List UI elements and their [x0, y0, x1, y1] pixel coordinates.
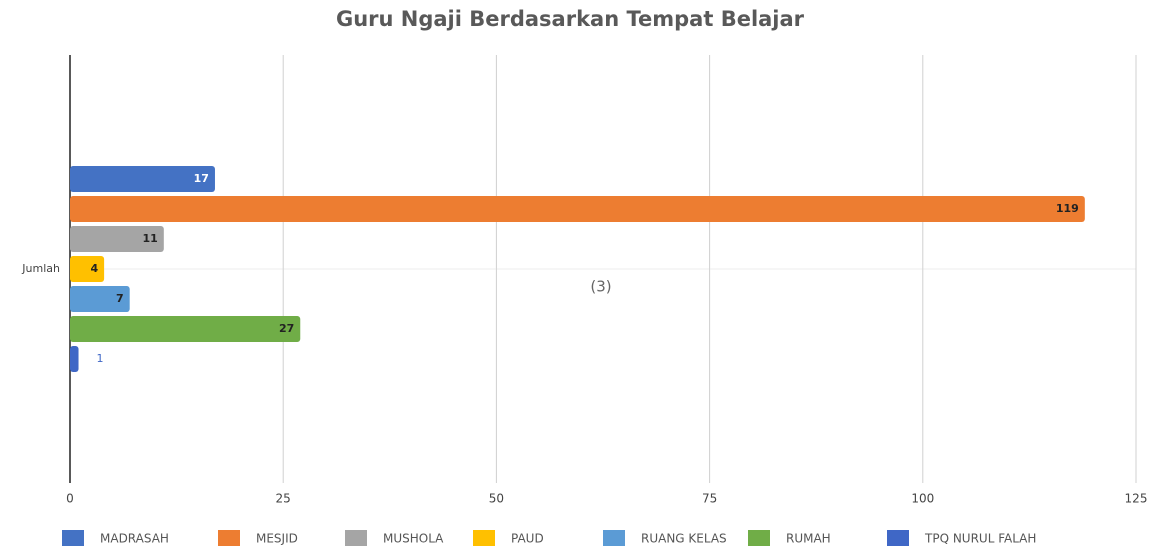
bar [70, 226, 164, 252]
x-tick-label: 25 [276, 492, 291, 506]
x-tick-label: 100 [911, 492, 934, 506]
x-tick-label: 75 [702, 492, 717, 506]
bar [70, 256, 105, 282]
x-tick-label: 0 [66, 492, 74, 506]
chart-title: Guru Ngaji Berdasarkan Tempat Belajar [336, 7, 805, 31]
legend-label: PAUD [511, 532, 544, 546]
data-label: 119 [1056, 202, 1079, 215]
legend-swatch [62, 530, 84, 546]
legend-swatch [473, 530, 495, 546]
data-label: 4 [90, 262, 98, 275]
legend-label: MUSHOLA [383, 532, 444, 546]
legend-label: MESJID [256, 532, 298, 546]
legend-swatch [218, 530, 240, 546]
bar [70, 166, 215, 192]
data-label: 11 [142, 232, 157, 245]
x-tick-label: 50 [489, 492, 504, 506]
legend-swatch [887, 530, 909, 546]
bar [70, 316, 301, 342]
annotation: (3) [590, 278, 611, 296]
legend-label: MADRASAH [100, 532, 169, 546]
data-label: 27 [279, 322, 294, 335]
data-label: 7 [116, 292, 124, 305]
bar [70, 346, 79, 372]
data-label: 17 [194, 172, 209, 185]
y-tick-label: Jumlah [21, 262, 60, 275]
legend-label: TPQ NURUL FALAH [924, 532, 1036, 546]
bar [70, 286, 130, 312]
legend-swatch [345, 530, 367, 546]
x-tick-label: 125 [1125, 492, 1148, 506]
legend-label: RUANG KELAS [641, 532, 727, 546]
data-label: 1 [97, 352, 104, 365]
legend-swatch [748, 530, 770, 546]
bar [70, 196, 1085, 222]
legend-swatch [603, 530, 625, 546]
legend-label: RUMAH [786, 532, 831, 546]
